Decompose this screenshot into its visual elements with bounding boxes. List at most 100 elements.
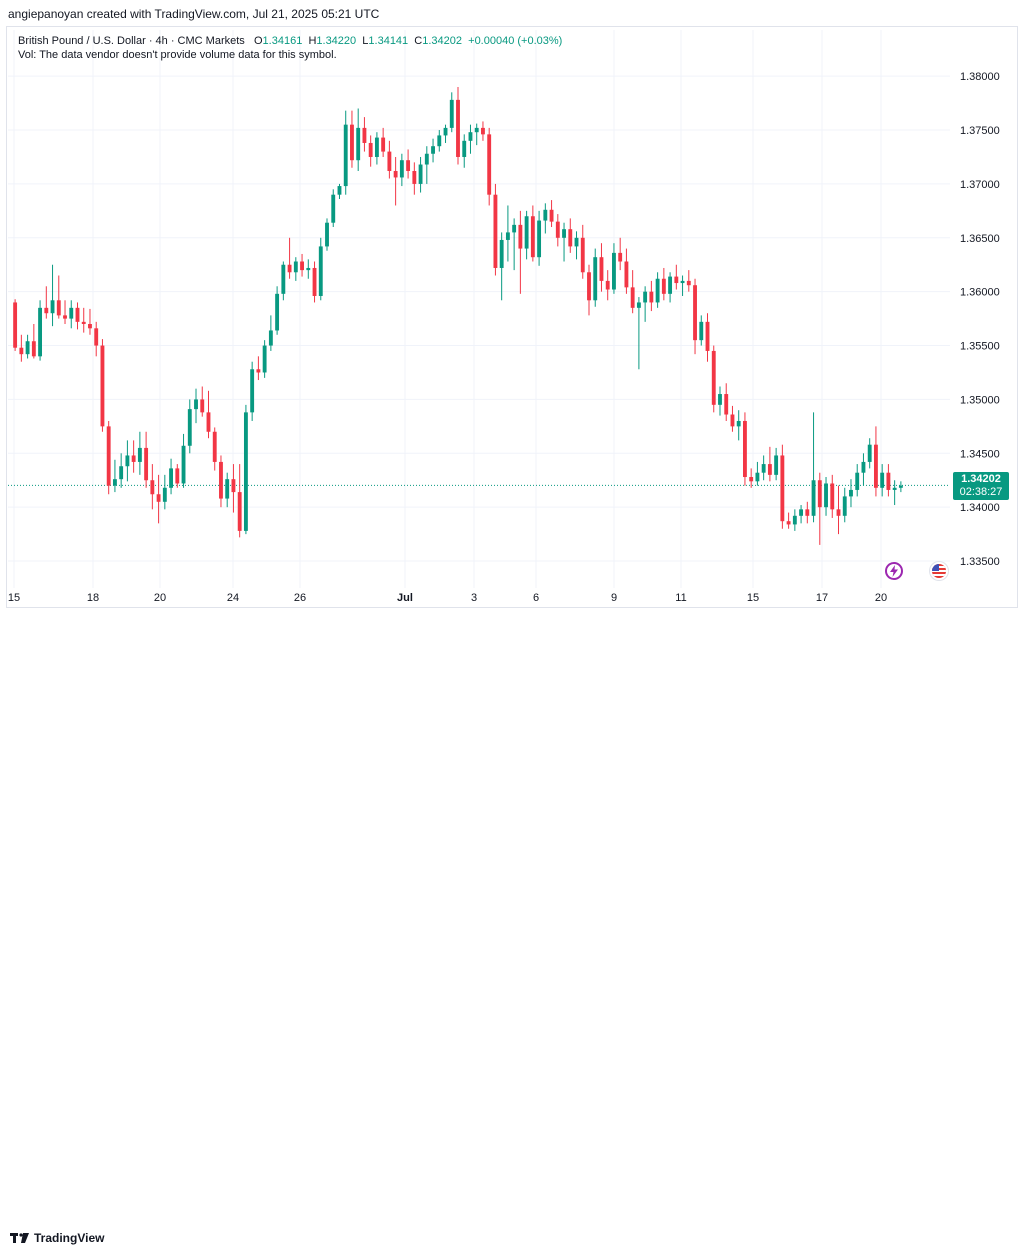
- candle-body: [761, 464, 766, 473]
- close-label: C: [414, 35, 423, 47]
- candle-body: [499, 239, 504, 268]
- candle-body: [212, 431, 217, 462]
- candle-body: [830, 483, 835, 510]
- footer: TradingView: [0, 612, 1024, 1245]
- candle-body: [880, 472, 885, 488]
- candle-body: [555, 221, 560, 238]
- candle-body: [437, 135, 442, 147]
- candle-body: [243, 412, 248, 531]
- high-label: H: [308, 35, 317, 47]
- candle-body: [156, 494, 161, 502]
- candle-body: [680, 280, 685, 284]
- candle-body: [106, 426, 111, 486]
- candle-body: [580, 237, 585, 273]
- candle-body: [767, 464, 772, 475]
- candle-body: [543, 209, 548, 221]
- candle-body: [356, 127, 361, 161]
- candle-body: [630, 287, 635, 308]
- candle-body: [406, 160, 411, 171]
- candle-body: [449, 99, 454, 128]
- flag-glyph: [932, 564, 946, 578]
- candle-body: [524, 216, 529, 249]
- candle-body: [886, 472, 891, 490]
- candle-body: [817, 480, 822, 508]
- candle-body: [94, 328, 99, 346]
- candle-body: [381, 137, 386, 152]
- candle-body: [811, 480, 816, 516]
- candle-body: [31, 341, 36, 357]
- candle-body: [399, 160, 404, 178]
- open-value: 1.34161: [262, 35, 303, 47]
- x-tick-label: 11: [675, 592, 686, 604]
- candle-body: [169, 468, 173, 488]
- bar-countdown: 02:38:27: [959, 486, 1003, 498]
- candle-body: [718, 394, 722, 405]
- high-value: 1.34220: [316, 35, 357, 47]
- candle-body: [587, 272, 591, 301]
- candle-body: [462, 140, 467, 157]
- y-tick-label: 1.34500: [960, 448, 1000, 460]
- candle-body: [618, 252, 623, 262]
- candle-body: [730, 414, 735, 427]
- candle-body: [699, 321, 704, 341]
- x-tick-label: 3: [471, 592, 477, 604]
- low-value: 1.34141: [368, 35, 409, 47]
- y-tick-label: 1.37000: [960, 179, 1000, 191]
- candle-body: [200, 399, 205, 413]
- candle-body: [493, 194, 498, 268]
- symbol-legend: British Pound / U.S. Dollar · 4h · CMC M…: [18, 33, 562, 49]
- change-value: +0.00040 (+0.03%): [468, 35, 563, 47]
- candle-body: [293, 261, 298, 273]
- candle-body: [505, 232, 510, 240]
- candle-body: [69, 307, 74, 319]
- x-tick-label: 20: [154, 592, 166, 604]
- candle-body: [424, 153, 429, 165]
- lightning-icon[interactable]: [885, 562, 903, 580]
- candle-body: [187, 409, 192, 446]
- last-price-value: 1.34202: [961, 473, 1001, 485]
- y-tick-label: 1.38000: [960, 71, 1000, 83]
- candle-body: [487, 134, 492, 195]
- candle-body: [755, 472, 760, 482]
- candle-body: [593, 257, 598, 301]
- candle-body: [636, 302, 641, 308]
- candle-body: [250, 369, 255, 413]
- candle-body: [256, 369, 261, 373]
- candle-body: [661, 278, 666, 294]
- candle-body: [206, 412, 211, 432]
- candle-body: [231, 479, 236, 493]
- candle-body: [318, 246, 323, 296]
- candlestick-chart[interactable]: 1.38000 1.37500 1.37000 1.36500 1.36000 1.355…: [0, 0, 1024, 612]
- candle-body: [774, 455, 779, 475]
- candle-body: [792, 515, 797, 525]
- candle-body: [568, 229, 573, 247]
- y-tick-label: 1.35000: [960, 394, 1000, 406]
- candle-body: [530, 216, 535, 258]
- candle-body: [350, 124, 354, 161]
- us-flag-icon[interactable]: [930, 562, 948, 580]
- lightning-glyph: [890, 565, 898, 577]
- candle-body: [181, 445, 186, 484]
- candle-body: [799, 509, 804, 516]
- last-price-tag: 1.34202 02:38:27: [953, 472, 1009, 500]
- candle-body: [194, 399, 198, 410]
- candle-body: [468, 132, 473, 141]
- candle-body: [836, 509, 841, 516]
- x-tick-label: 18: [87, 592, 99, 604]
- candle-body: [724, 394, 729, 415]
- y-tick-label: 1.36500: [960, 233, 1000, 245]
- candle-body: [574, 237, 579, 247]
- y-tick-label: 1.36000: [960, 287, 1000, 299]
- candle-body: [281, 264, 286, 294]
- candle-body: [892, 487, 897, 490]
- candle-body: [337, 186, 342, 195]
- candle-body: [780, 455, 785, 522]
- tradingview-logo[interactable]: TradingView: [10, 1231, 104, 1245]
- candle-body: [325, 222, 329, 247]
- volume-note: Vol: The data vendor doesn't provide vol…: [18, 49, 337, 61]
- candle-body: [56, 300, 61, 316]
- candle-body: [861, 461, 866, 473]
- candle-body: [842, 496, 847, 516]
- candle-body: [137, 447, 142, 462]
- y-tick-label: 1.37500: [960, 125, 1000, 137]
